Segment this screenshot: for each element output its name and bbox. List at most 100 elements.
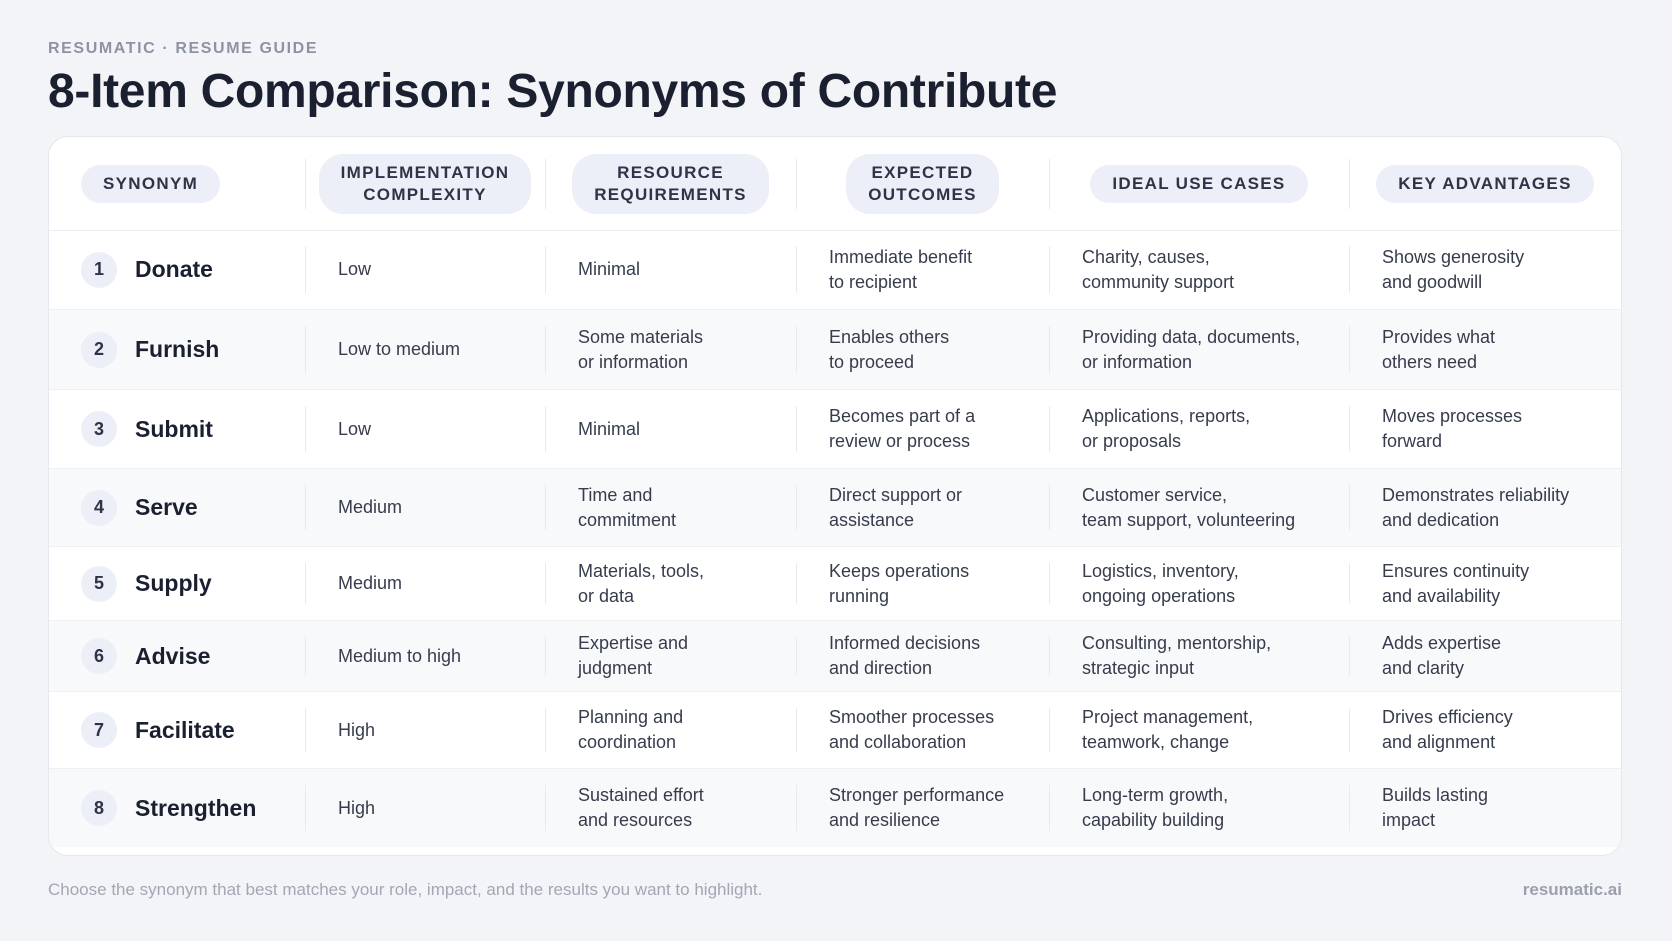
row-number-badge: 1 bbox=[81, 251, 117, 288]
resources-cell: Materials, tools, or data bbox=[545, 547, 796, 620]
advantages-text: Drives efficiency and alignment bbox=[1382, 707, 1513, 752]
table-row: 2 Furnish Low to medium Some materials or i… bbox=[49, 310, 1621, 390]
resources-cell: Minimal bbox=[545, 230, 796, 309]
resources-text: Minimal bbox=[578, 418, 641, 439]
use-cases-cell: Long-term growth, capability building bbox=[1049, 769, 1349, 847]
synonym-cell: 2 Furnish bbox=[49, 310, 305, 389]
synonym-cell: 8 Strengthen bbox=[49, 769, 305, 847]
resources-text: Some materials or information bbox=[578, 326, 704, 372]
outcomes-text: Stronger performance and resilience bbox=[829, 785, 1005, 830]
use-cases-text: Charity, causes, community support bbox=[1082, 246, 1235, 292]
table-row: 7 Facilitate High Planning and coordination… bbox=[49, 692, 1621, 769]
advantages-text: Moves processes forward bbox=[1382, 406, 1523, 451]
resources-text: Minimal bbox=[578, 259, 641, 279]
complexity-cell: Low bbox=[305, 390, 545, 468]
column-header-complexity: IMPLEMENTATION COMPLEXITY bbox=[305, 137, 545, 230]
synonym-label: Serve bbox=[135, 494, 198, 520]
row-number-badge: 7 bbox=[81, 712, 117, 748]
outcomes-cell: Informed decisions and direction bbox=[796, 621, 1049, 691]
resources-cell: Time and commitment bbox=[545, 469, 796, 546]
synonym-cell: 4 Serve bbox=[49, 469, 305, 546]
advantages-cell: Drives efficiency and alignment bbox=[1349, 692, 1621, 768]
outcomes-cell: Direct support or assistance bbox=[796, 469, 1049, 546]
resources-text: Planning and coordination bbox=[578, 707, 684, 752]
row-number-badge: 5 bbox=[81, 565, 117, 602]
synonym-cell: 3 Submit bbox=[49, 390, 305, 468]
resources-text: Time and commitment bbox=[578, 484, 677, 530]
complexity-cell: Low bbox=[305, 230, 545, 309]
row-number-badge: 6 bbox=[81, 638, 117, 674]
table-body: 1 Donate Low Minimal Immediate benefit to re… bbox=[49, 230, 1621, 847]
column-header-label: IDEAL USE CASES bbox=[1090, 164, 1308, 203]
column-header-label: IMPLEMENTATION COMPLEXITY bbox=[318, 153, 532, 214]
synonym-label: Advise bbox=[135, 642, 211, 669]
advantages-text: Ensures continuity and availability bbox=[1382, 560, 1530, 606]
row-number-badge: 4 bbox=[81, 489, 117, 526]
complexity-text: Low to medium bbox=[338, 339, 461, 359]
outcomes-text: Informed decisions and direction bbox=[829, 633, 981, 678]
advantages-cell: Demonstrates reliability and dedication bbox=[1349, 469, 1621, 546]
row-number-badge: 3 bbox=[81, 411, 117, 447]
use-cases-text: Providing data, documents, or informatio… bbox=[1082, 326, 1301, 372]
use-cases-cell: Customer service, team support, voluntee… bbox=[1049, 469, 1349, 546]
resources-text: Expertise and judgment bbox=[578, 633, 689, 678]
complexity-cell: High bbox=[305, 692, 545, 768]
complexity-text: Medium bbox=[338, 573, 403, 593]
footer-brand: resumatic.ai bbox=[1522, 880, 1622, 899]
use-cases-cell: Applications, reports, or proposals bbox=[1049, 390, 1349, 468]
advantages-text: Builds lasting impact bbox=[1382, 785, 1489, 830]
advantages-text: Shows generosity and goodwill bbox=[1382, 246, 1525, 292]
use-cases-text: Applications, reports, or proposals bbox=[1082, 406, 1251, 451]
use-cases-cell: Logistics, inventory, ongoing operations bbox=[1049, 547, 1349, 620]
outcomes-cell: Immediate benefit to recipient bbox=[796, 230, 1049, 309]
column-header-outcomes: EXPECTED OUTCOMES bbox=[796, 137, 1049, 230]
resources-cell: Planning and coordination bbox=[545, 692, 796, 768]
synonym-label: Facilitate bbox=[135, 716, 235, 743]
outcomes-cell: Keeps operations running bbox=[796, 547, 1049, 620]
complexity-text: Medium bbox=[338, 497, 403, 517]
table-row: 3 Submit Low Minimal Becomes part of a revie… bbox=[49, 390, 1621, 469]
eyebrow-label: RESUMATIC · RESUME GUIDE bbox=[48, 40, 319, 57]
synonym-cell: 7 Facilitate bbox=[49, 692, 305, 768]
use-cases-text: Long-term growth, capability building bbox=[1082, 785, 1229, 830]
advantages-cell: Provides what others need bbox=[1349, 310, 1621, 389]
complexity-text: High bbox=[338, 797, 376, 818]
advantages-text: Demonstrates reliability and dedication bbox=[1382, 484, 1570, 530]
column-header-label: RESOURCE REQUIREMENTS bbox=[572, 153, 769, 214]
comparison-table: SYNONYM IMPLEMENTATION COMPLEXITY RESOUR… bbox=[48, 136, 1622, 856]
outcomes-cell: Smoother processes and collaboration bbox=[796, 692, 1049, 768]
table-row: 5 Supply Medium Materials, tools, or data Ke… bbox=[49, 547, 1621, 621]
column-header-synonym: SYNONYM bbox=[49, 137, 305, 230]
table-row: 8 Strengthen High Sustained effort and reso… bbox=[49, 769, 1621, 847]
complexity-cell: Low to medium bbox=[305, 310, 545, 389]
outcomes-cell: Enables others to proceed bbox=[796, 310, 1049, 389]
outcomes-text: Becomes part of a review or process bbox=[829, 406, 976, 451]
table-header-row: SYNONYM IMPLEMENTATION COMPLEXITY RESOUR… bbox=[49, 137, 1621, 231]
row-number-badge: 8 bbox=[81, 790, 117, 826]
page-title: 8-Item Comparison: Synonyms of Contribut… bbox=[48, 65, 1058, 118]
table-row: 4 Serve Medium Time and commitment Direct su… bbox=[49, 469, 1621, 547]
complexity-cell: Medium bbox=[305, 547, 545, 620]
resources-text: Sustained effort and resources bbox=[578, 785, 704, 830]
synonym-label: Strengthen bbox=[135, 794, 257, 821]
complexity-cell: High bbox=[305, 769, 545, 847]
advantages-cell: Adds expertise and clarity bbox=[1349, 621, 1621, 691]
column-header-use-cases: IDEAL USE CASES bbox=[1049, 137, 1349, 230]
synonym-label: Donate bbox=[135, 256, 213, 282]
complexity-text: High bbox=[338, 719, 376, 740]
synonym-cell: 5 Supply bbox=[49, 547, 305, 620]
advantages-cell: Builds lasting impact bbox=[1349, 769, 1621, 847]
complexity-cell: Medium bbox=[305, 469, 545, 546]
outcomes-cell: Becomes part of a review or process bbox=[796, 390, 1049, 468]
resources-cell: Some materials or information bbox=[545, 310, 796, 389]
advantages-cell: Moves processes forward bbox=[1349, 390, 1621, 468]
advantages-cell: Shows generosity and goodwill bbox=[1349, 230, 1621, 309]
resources-cell: Sustained effort and resources bbox=[545, 769, 796, 847]
use-cases-cell: Charity, causes, community support bbox=[1049, 230, 1349, 309]
complexity-cell: Medium to high bbox=[305, 621, 545, 691]
outcomes-text: Enables others to proceed bbox=[829, 326, 950, 372]
complexity-text: Medium to high bbox=[338, 645, 462, 666]
synonym-cell: 6 Advise bbox=[49, 621, 305, 691]
outcomes-text: Direct support or assistance bbox=[829, 484, 963, 530]
use-cases-text: Consulting, mentorship, strategic input bbox=[1082, 633, 1272, 678]
